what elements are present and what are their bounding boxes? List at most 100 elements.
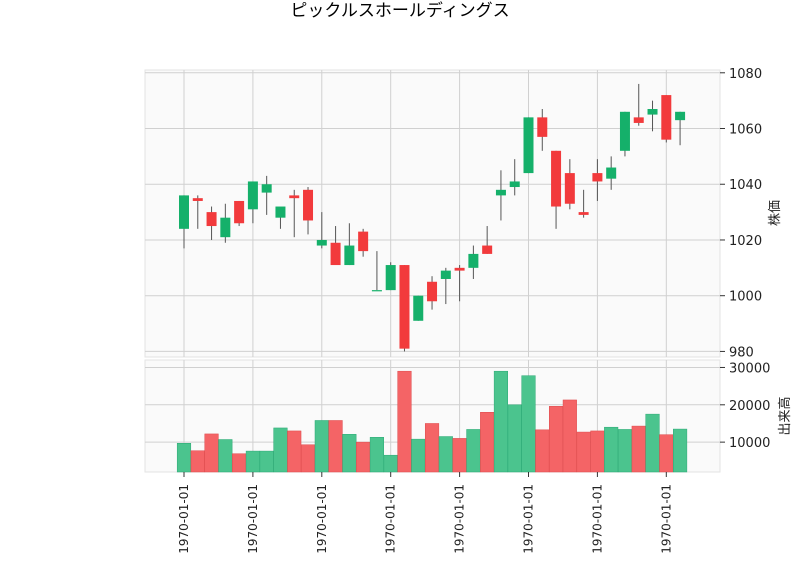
candle-body-up [509, 181, 520, 188]
candle-body-down [358, 231, 369, 252]
candle-body-up [275, 206, 286, 218]
volume-bar-up [273, 427, 288, 473]
volume-bar-up [604, 426, 619, 473]
volume-bar-down [300, 444, 316, 473]
candle-body-up [413, 295, 424, 321]
volume-bar-up [259, 450, 274, 473]
candle-body-up [619, 111, 630, 151]
volume-bar-up [314, 420, 329, 473]
x-tick-label: 1970-01-01 [384, 484, 398, 554]
volume-bar-up [645, 413, 660, 473]
volume-bar-up [342, 434, 357, 473]
volume-bar-down [576, 431, 591, 473]
candle-body-down [454, 267, 465, 271]
candle-body-up [675, 111, 686, 121]
volume-bar-up [245, 450, 260, 473]
volume-bar-up [383, 454, 398, 473]
candle-body-down [330, 242, 341, 266]
volume-bar-down [424, 423, 440, 473]
candle-body-up [495, 189, 506, 196]
volume-bar-down [232, 453, 247, 473]
candle-body-down [537, 117, 548, 137]
volume-bar-up [617, 429, 633, 473]
candle-body-down [289, 195, 300, 199]
x-tick-label: 1970-01-01 [522, 484, 536, 554]
candle-body-up [647, 109, 658, 115]
volume-panel: 10000 20000 30000 出来高 [144, 359, 793, 473]
volume-bar-up [466, 429, 481, 473]
volume-tick-label: 30000 [729, 361, 770, 376]
volume-bar-down [397, 370, 412, 473]
x-tick-label: 1970-01-01 [246, 484, 260, 554]
candle-body-down [633, 117, 644, 123]
candle-body-down [303, 189, 314, 221]
candle-body-down [399, 265, 410, 349]
volume-tick-label: 10000 [729, 436, 770, 451]
price-tick-label: 1040 [729, 178, 762, 193]
volume-bar-down [590, 430, 605, 473]
candle-body-down [578, 212, 589, 215]
candle-body-down [551, 150, 562, 207]
volume-bar-down [356, 441, 371, 473]
candle-body-down [192, 198, 203, 201]
candle-body-up [179, 195, 189, 229]
volume-bar-down [631, 425, 646, 473]
x-tick-label: 1970-01-01 [315, 484, 329, 554]
price-candles [179, 83, 686, 352]
volume-bar-down [535, 429, 550, 473]
volume-bar-down [562, 399, 577, 473]
candle-body-up [247, 181, 258, 210]
candle-body-up [440, 270, 451, 279]
chart-title: ピックルスホールディングス [290, 0, 509, 21]
candle-body-down [482, 245, 493, 254]
price-plot-background [144, 69, 721, 358]
volume-bar-up [176, 443, 192, 473]
volume-bar-down [204, 433, 219, 473]
price-tick-label: 1080 [729, 67, 762, 82]
volume-bar-up [438, 436, 453, 473]
candle-body-up [220, 217, 231, 238]
x-tick-label: 1970-01-01 [177, 484, 191, 554]
volume-bar-down [287, 430, 302, 473]
price-tick-label: 1020 [729, 234, 762, 249]
candle-body-up [606, 167, 617, 179]
candle-body-up [316, 239, 327, 246]
volume-bar-up [218, 439, 233, 473]
price-y-ticks: 980 1000 1020 1040 1060 1080 [720, 67, 762, 360]
volume-bar-up [369, 437, 384, 473]
volume-bar-down [480, 412, 495, 473]
candle-body-up [523, 117, 534, 174]
candle-body-down [592, 173, 603, 182]
candle-body-down [206, 212, 217, 227]
candle-body-down [661, 95, 672, 140]
candle-body-down [564, 173, 575, 204]
volume-bar-up [493, 370, 508, 473]
price-tick-label: 1060 [729, 123, 762, 138]
candle-body-up [468, 253, 479, 268]
volume-bars [176, 370, 688, 473]
volume-bar-up [411, 438, 426, 473]
candle-body-up [385, 265, 396, 291]
volume-bar-down [328, 420, 343, 473]
x-tick-label: 1970-01-01 [453, 484, 467, 554]
candle-body-up [261, 184, 272, 193]
candle-body-up [371, 290, 382, 292]
x-axis-ticks: 1970-01-01 1970-01-01 1970-01-01 1970-01-01… [177, 472, 673, 554]
volume-bar-up [507, 404, 522, 473]
volume-bar-down [549, 406, 564, 473]
x-tick-label: 1970-01-01 [659, 484, 673, 554]
price-panel: 980 1000 1020 1040 1060 1080 株価 [144, 67, 783, 360]
volume-bar-down [190, 450, 205, 473]
volume-bar-down [452, 438, 467, 473]
price-y-axis-label: 株価 [768, 200, 783, 226]
volume-y-ticks: 10000 20000 30000 [720, 361, 770, 451]
volume-tick-label: 20000 [729, 399, 770, 414]
candle-body-down [427, 281, 438, 302]
volume-bar-down [659, 434, 674, 473]
volume-y-axis-label: 出来高 [777, 396, 793, 435]
volume-bar-up [521, 375, 536, 473]
volume-bar-up [673, 428, 688, 473]
candle-body-down [234, 200, 245, 224]
price-tick-label: 980 [729, 345, 754, 360]
